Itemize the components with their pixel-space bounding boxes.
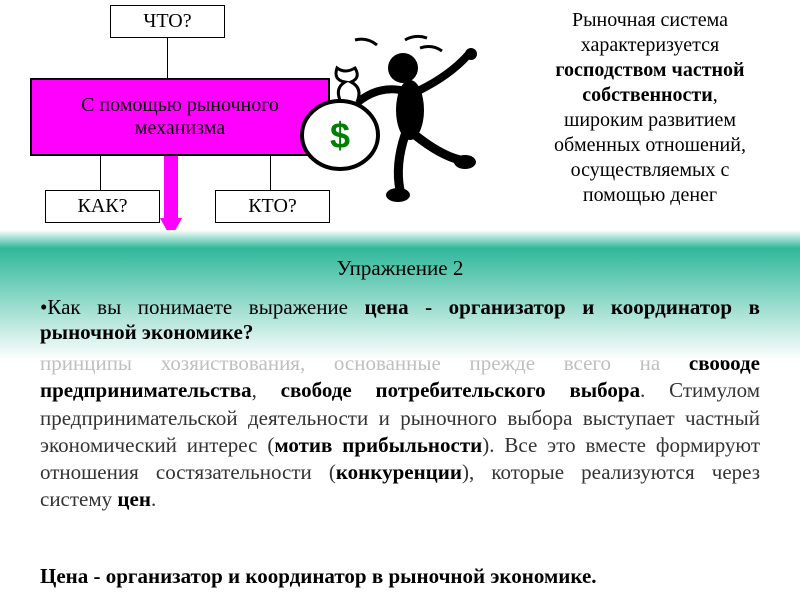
side-line: обменных отношений, [554, 134, 746, 156]
connector [167, 35, 168, 80]
side-line: осуществляемых с [571, 159, 730, 181]
side-line: Рыночная система [572, 9, 728, 31]
final-statement: Цена - организатор и координатор в рыноч… [40, 564, 760, 589]
side-paragraph: Рыночная система характеризуется господс… [515, 8, 785, 208]
body-paragraph: принципы хозяйствования, основанные преж… [40, 350, 760, 514]
connector [270, 155, 271, 190]
money-bag-icon: $ [302, 68, 378, 169]
diagram-region: ЧТО? С помощью рыночного механизма КАК? … [0, 0, 800, 230]
side-line: широким развитием [564, 109, 736, 131]
svg-text:$: $ [330, 115, 350, 156]
down-arrow [160, 156, 182, 238]
side-line: помощью денег [583, 184, 717, 206]
box-what: ЧТО? [110, 5, 225, 38]
box-how: КАК? [45, 190, 160, 223]
side-line: характеризуется [581, 34, 719, 56]
exercise-question: •Как вы понимаете выражение цена - орган… [40, 295, 760, 345]
connector [100, 155, 101, 190]
money-figure: $ [285, 30, 485, 210]
box-how-label: КАК? [78, 195, 128, 217]
center-label: С помощью рыночного механизма [42, 94, 318, 140]
exercise-title: Упражнение 2 [0, 256, 800, 281]
box-what-label: ЧТО? [143, 10, 191, 32]
